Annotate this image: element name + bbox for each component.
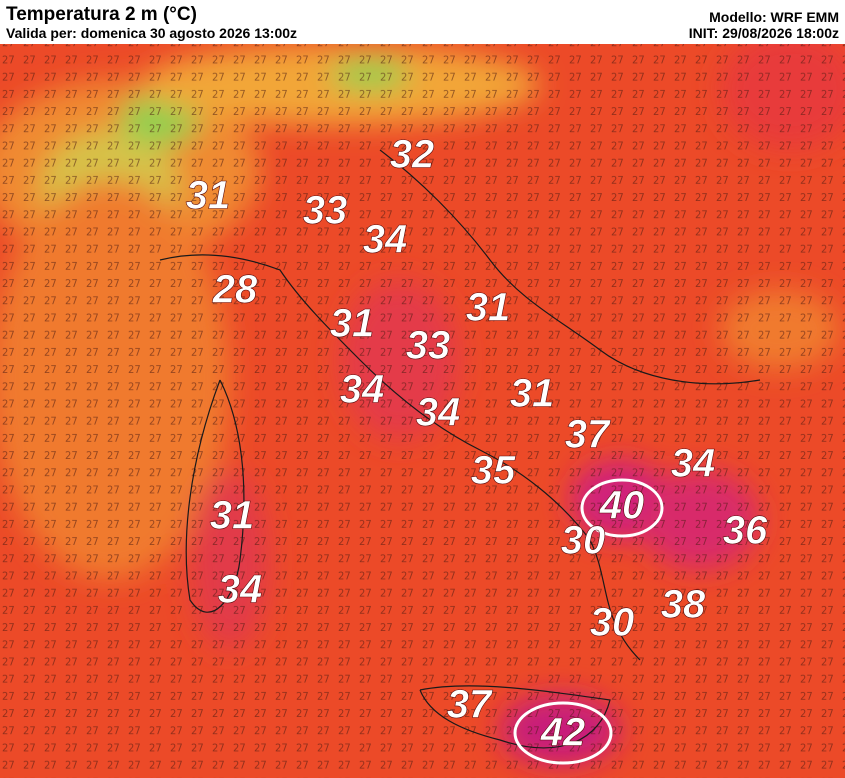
temperature-label: 31 <box>186 174 231 218</box>
temperature-label: 37 <box>565 413 611 457</box>
temperature-label: 31 <box>210 494 255 538</box>
temperature-label: 42 <box>540 711 586 755</box>
init-time: INIT: 29/08/2026 18:00z <box>689 25 839 41</box>
temperature-label: 36 <box>723 509 768 553</box>
temperature-label: 38 <box>661 583 706 627</box>
temperature-label: 33 <box>406 324 451 368</box>
temperature-label: 31 <box>466 286 511 330</box>
temperature-label: 33 <box>303 189 348 233</box>
temperature-label: 31 <box>330 302 375 346</box>
temperature-label: 31 <box>510 372 555 416</box>
temperature-label: 30 <box>561 519 606 563</box>
temperature-label: 34 <box>218 568 263 612</box>
temperature-label: 37 <box>447 683 493 727</box>
temperature-field <box>0 30 845 778</box>
header-band <box>0 0 845 44</box>
valid-time: Valida per: domenica 30 agosto 2026 13:0… <box>6 25 297 41</box>
temperature-label: 30 <box>590 601 635 645</box>
temperature-label: 35 <box>471 449 516 493</box>
title: Temperatura 2 m (°C) <box>6 4 197 25</box>
temperature-label: 28 <box>212 268 258 312</box>
temperature-label: 34 <box>416 391 461 435</box>
temperature-label: 34 <box>340 368 385 412</box>
highlight-ring <box>580 478 664 538</box>
temperature-label: 40 <box>599 484 645 528</box>
model: Modello: WRF EMM <box>709 9 839 25</box>
coastline <box>159 149 761 749</box>
highlight-ring <box>513 701 613 765</box>
temperature-label: 34 <box>363 218 408 262</box>
temperature-label: 34 <box>671 442 716 486</box>
temperature-label: 32 <box>390 133 435 177</box>
